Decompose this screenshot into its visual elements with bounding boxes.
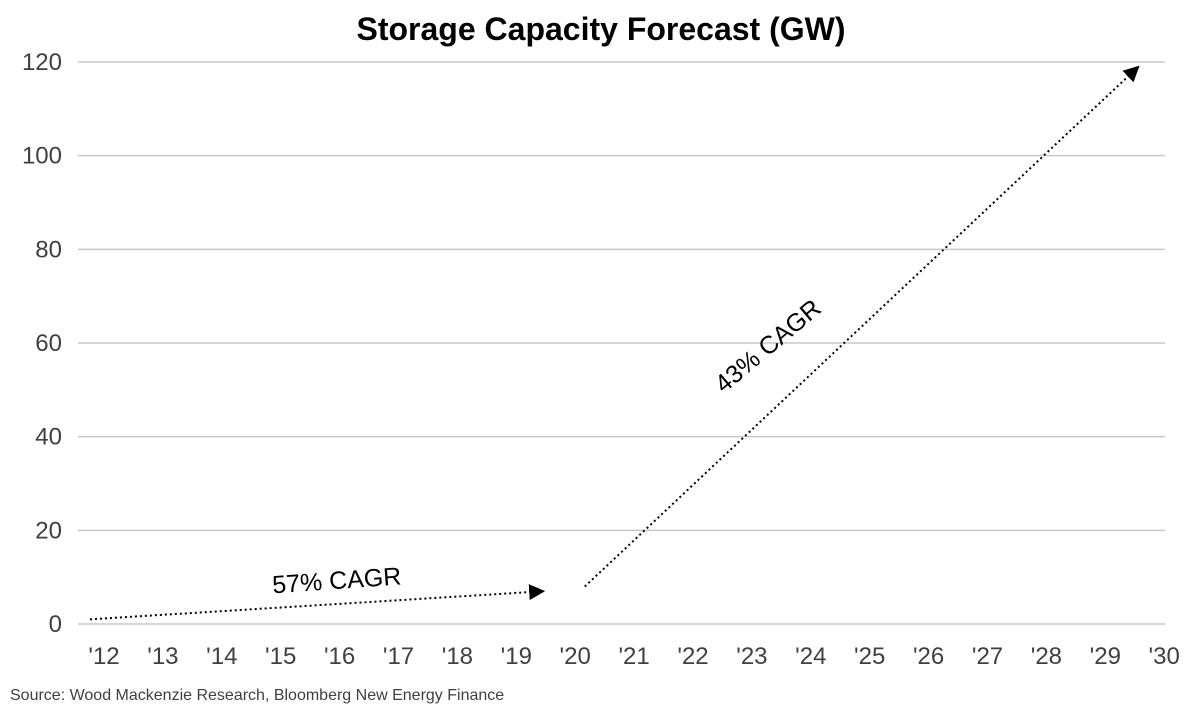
x-tick-label: '26 (913, 643, 944, 670)
x-tick-label: '23 (736, 643, 767, 670)
x-tick-label: '30 (1149, 643, 1180, 670)
x-tick-label: '24 (795, 643, 826, 670)
annotation-cagr-2: 43% CAGR (710, 294, 827, 399)
x-tick-label: '22 (677, 643, 708, 670)
chart-title: Storage Capacity Forecast (GW) (357, 11, 846, 47)
trend-arrow-1 (89, 584, 546, 621)
x-tick-label: '17 (383, 643, 414, 670)
annotation-cagr-1: 57% CAGR (271, 562, 402, 599)
x-axis-ticks: '12 '13 '14 '15 '16 '17 '18 '19 '20 '21 '22 '23 '24 '… (88, 643, 1179, 670)
x-tick-label: '12 (88, 643, 119, 670)
source-note: Source: Wood Mackenzie Research, Bloombe… (10, 687, 505, 704)
y-tick-0: 0 (49, 611, 62, 638)
y-tick-40: 40 (35, 424, 62, 451)
x-tick-label: '25 (854, 643, 885, 670)
y-axis-ticks: 0 20 40 60 80 100 120 (22, 49, 62, 638)
annotations: 57% CAGR 43% CAGR (271, 294, 826, 599)
x-tick-label: '14 (206, 643, 237, 670)
y-tick-80: 80 (35, 236, 62, 263)
y-tick-20: 20 (35, 517, 62, 544)
x-tick-label: '13 (147, 643, 178, 670)
x-tick-label: '20 (560, 643, 591, 670)
x-tick-label: '29 (1090, 643, 1121, 670)
trend-lines (89, 65, 1140, 621)
gridlines (78, 61, 1165, 625)
x-tick-label: '15 (265, 643, 296, 670)
x-tick-label: '27 (972, 643, 1003, 670)
x-tick-label: '18 (442, 643, 473, 670)
x-tick-label: '28 (1031, 643, 1062, 670)
y-tick-120: 120 (22, 49, 62, 76)
trend-arrow-2 (584, 65, 1140, 588)
x-tick-label: '19 (501, 643, 532, 670)
y-tick-60: 60 (35, 330, 62, 357)
x-tick-label: '16 (324, 643, 355, 670)
y-tick-100: 100 (22, 143, 62, 170)
x-tick-label: '21 (618, 643, 649, 670)
